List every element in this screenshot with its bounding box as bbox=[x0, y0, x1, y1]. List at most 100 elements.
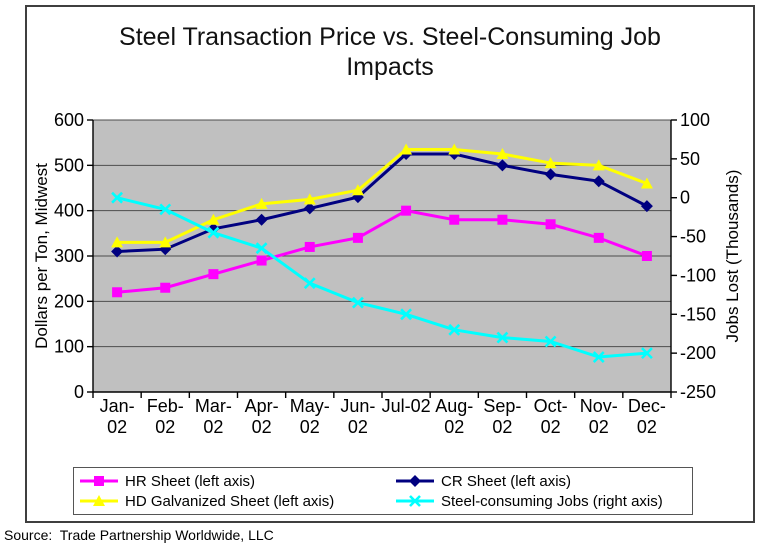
marker-triangle bbox=[111, 236, 124, 248]
marker-x bbox=[409, 495, 421, 507]
x-axis-tick-label: 02 bbox=[637, 417, 657, 437]
marker-triangle bbox=[303, 193, 316, 205]
marker-triangle bbox=[496, 148, 509, 159]
marker-triangle bbox=[207, 213, 220, 225]
chart-title-line2: Impacts bbox=[346, 53, 434, 81]
left-axis-tick-label: 0 bbox=[74, 382, 84, 402]
marker-square bbox=[94, 476, 104, 486]
right-axis-tick-label: -50 bbox=[680, 227, 706, 247]
marker-square bbox=[160, 282, 171, 293]
x-axis-tick-label: 02 bbox=[107, 417, 127, 437]
legend-label-steel-jobs: Steel-consuming Jobs (right axis) bbox=[441, 492, 663, 510]
legend-label-hr-sheet: HR Sheet (left axis) bbox=[125, 472, 256, 490]
marker-square bbox=[449, 214, 460, 225]
marker-x bbox=[640, 347, 653, 360]
marker-triangle bbox=[159, 236, 172, 248]
x-axis-tick-label: Jul-02 bbox=[382, 396, 431, 416]
marker-square bbox=[208, 269, 219, 280]
marker-triangle bbox=[255, 197, 268, 209]
x-axis-tick-label: Sep- bbox=[483, 396, 521, 416]
left-axis-tick-label: 500 bbox=[54, 155, 84, 175]
marker-diamond bbox=[592, 175, 605, 188]
marker-square bbox=[304, 241, 315, 252]
legend-item-hd-galvanized-sheet: HD Galvanized Sheet (left axis) bbox=[80, 493, 396, 510]
x-axis-tick-label: 02 bbox=[203, 417, 223, 437]
x-axis-tick-label: Mar- bbox=[195, 396, 232, 416]
x-axis-tick-label: Aug- bbox=[435, 396, 473, 416]
x-axis-tick-label: Jan- bbox=[100, 396, 135, 416]
left-axis-tick-label: 100 bbox=[54, 337, 84, 357]
marker-triangle bbox=[351, 184, 364, 196]
marker-triangle bbox=[400, 143, 413, 155]
series-hr-sheet-left-axis- bbox=[112, 205, 652, 298]
x-axis-tick-label: 02 bbox=[492, 417, 512, 437]
hr-sheet-legend-marker bbox=[80, 476, 118, 486]
legend-label-hd-galvanized: HD Galvanized Sheet (left axis) bbox=[125, 492, 335, 510]
right-axis-tick-label: -100 bbox=[680, 265, 716, 285]
x-axis-tick-label: 02 bbox=[252, 417, 272, 437]
marker-diamond bbox=[409, 475, 421, 487]
marker-x bbox=[207, 226, 220, 239]
marker-x bbox=[351, 296, 364, 309]
marker-x bbox=[303, 277, 316, 290]
marker-diamond bbox=[544, 168, 557, 181]
marker-triangle bbox=[448, 143, 461, 155]
marker-diamond bbox=[640, 200, 653, 213]
x-axis-tick-label: Dec- bbox=[628, 396, 666, 416]
right-axis-tick-label: -150 bbox=[680, 304, 716, 324]
marker-x bbox=[255, 242, 268, 255]
legend-item-steel-consuming-jobs: Steel-consuming Jobs (right axis) bbox=[396, 493, 692, 510]
marker-x bbox=[159, 203, 172, 216]
x-axis-tick-label: 02 bbox=[348, 417, 368, 437]
x-axis-tick-label: May- bbox=[290, 396, 330, 416]
left-axis-title: Dollars per Ton, Midwest bbox=[32, 163, 51, 349]
x-axis-tick-label: Feb- bbox=[147, 396, 184, 416]
x-axis-tick-label: 02 bbox=[541, 417, 561, 437]
x-axis-tick-label: Oct- bbox=[534, 396, 568, 416]
marker-square bbox=[497, 214, 508, 225]
legend-item-hr-sheet: HR Sheet (left axis) bbox=[80, 473, 396, 490]
source-note: Source: Trade Partnership Worldwide, LLC bbox=[4, 527, 274, 543]
right-axis-tick-label: 50 bbox=[680, 149, 700, 169]
left-axis-tick-label: 600 bbox=[54, 110, 84, 130]
chart-title-line1: Steel Transaction Price vs. Steel-Consum… bbox=[119, 23, 661, 51]
right-axis-tick-label: 100 bbox=[680, 110, 710, 130]
x-axis-tick-label: Nov- bbox=[580, 396, 618, 416]
marker-square bbox=[112, 287, 123, 298]
legend-item-cr-sheet: CR Sheet (left axis) bbox=[396, 473, 692, 490]
marker-x bbox=[111, 191, 124, 204]
left-axis-tick-label: 200 bbox=[54, 291, 84, 311]
marker-x bbox=[496, 331, 509, 344]
series-steel-consuming-jobs-right-axis- bbox=[111, 191, 653, 363]
marker-x bbox=[400, 308, 413, 321]
hd-galvanized-legend-marker bbox=[80, 495, 118, 506]
marker-square bbox=[352, 232, 363, 243]
chart-title: Steel Transaction Price vs. Steel-Consum… bbox=[25, 22, 755, 82]
marker-x bbox=[544, 335, 557, 348]
right-axis-tick-label: -200 bbox=[680, 343, 716, 363]
chart-legend: HR Sheet (left axis) CR Sheet (left axis… bbox=[73, 467, 693, 515]
marker-triangle bbox=[592, 159, 605, 171]
x-axis-tick-label: Jun- bbox=[340, 396, 375, 416]
series-line bbox=[116, 196, 648, 359]
marker-x bbox=[448, 323, 461, 336]
marker-diamond bbox=[496, 159, 509, 172]
steel-jobs-legend-marker bbox=[396, 495, 434, 507]
series-line bbox=[116, 209, 648, 294]
marker-diamond bbox=[255, 213, 268, 226]
marker-square bbox=[545, 219, 556, 230]
marker-square bbox=[401, 205, 412, 216]
legend-label-cr-sheet: CR Sheet (left axis) bbox=[441, 472, 572, 490]
x-axis-tick-label: 02 bbox=[444, 417, 464, 437]
right-axis-tick-label: 0 bbox=[680, 188, 690, 208]
marker-diamond bbox=[303, 202, 316, 215]
marker-x bbox=[592, 351, 605, 363]
left-axis-tick-label: 400 bbox=[54, 201, 84, 221]
series-line bbox=[117, 152, 648, 253]
series-line bbox=[117, 147, 648, 244]
marker-square bbox=[593, 232, 604, 243]
marker-square bbox=[641, 251, 652, 261]
marker-diamond bbox=[111, 245, 124, 258]
